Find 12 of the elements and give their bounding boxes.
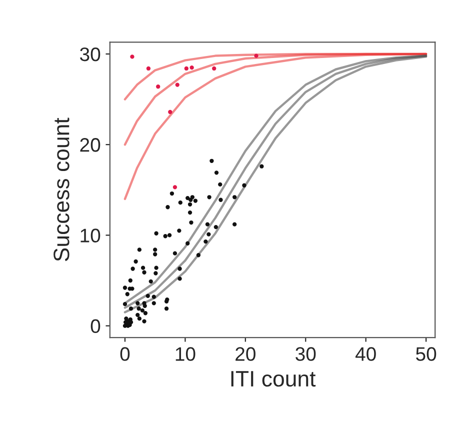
y-tick-label: 0 [90,319,100,334]
y-tick-label: 20 [80,138,100,152]
x-tick-label: 0 [120,347,130,361]
y-tick-label: 10 [80,228,100,242]
y-axis-title: Success count [54,118,70,262]
x-axis-title: ITI count [231,371,316,387]
x-tick-label: 10 [176,347,196,361]
x-tick-label: 30 [296,347,316,361]
x-tick-label: 50 [416,347,436,361]
y-tick-label: 30 [80,47,100,62]
x-tick-label: 20 [236,347,256,361]
x-tick-label: 40 [355,347,376,361]
